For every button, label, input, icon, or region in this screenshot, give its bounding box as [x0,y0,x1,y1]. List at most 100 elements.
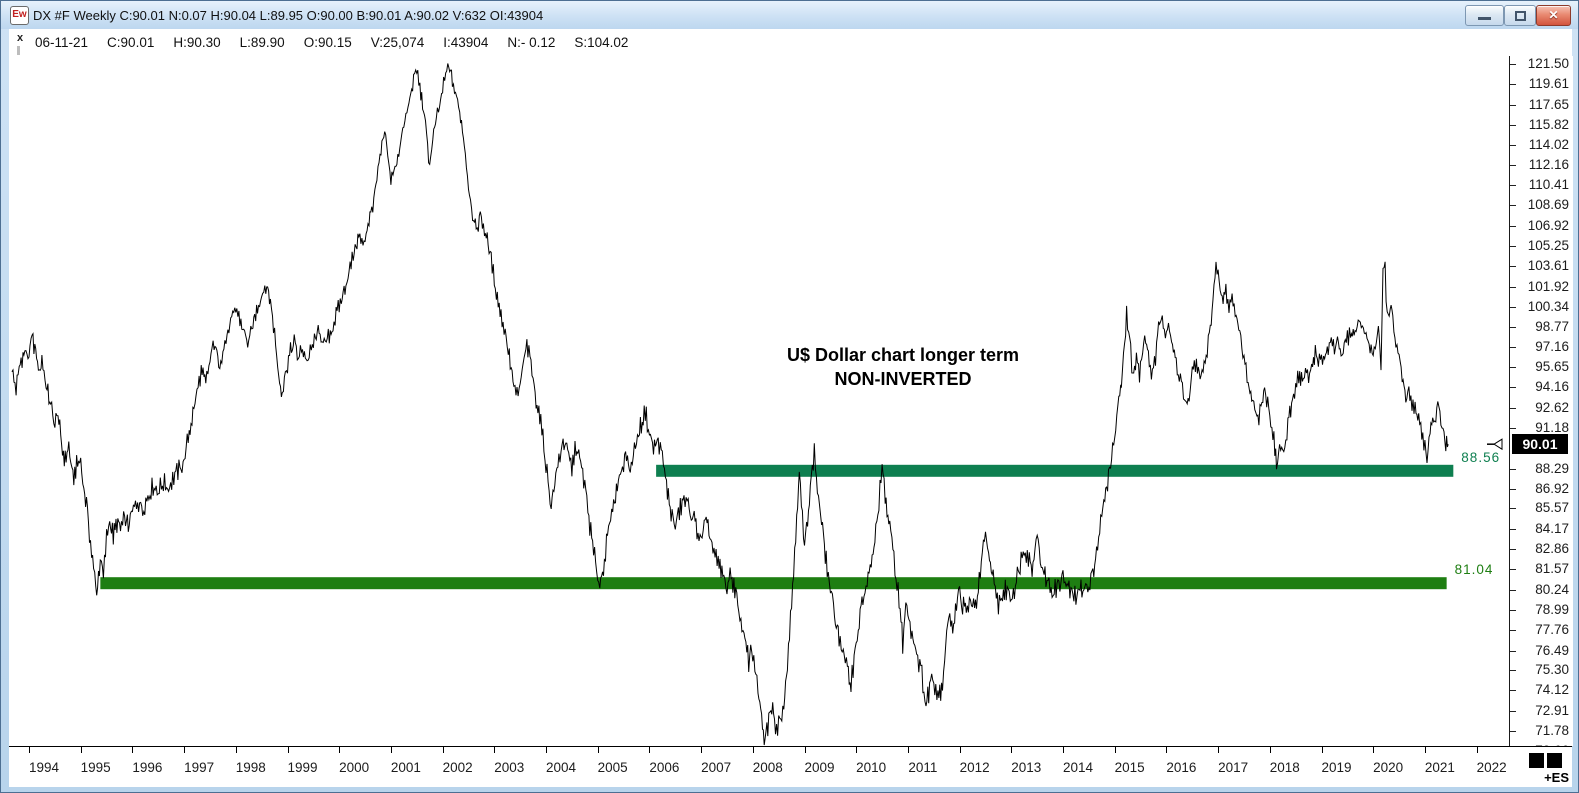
time-axis-label: 2013 [1011,760,1042,775]
price-axis-tick [1510,205,1516,207]
price-axis-label: 97.16 [1535,339,1569,355]
time-axis-label: 2009 [804,760,835,775]
time-axis-label: 1997 [184,760,215,775]
time-axis-tick [132,747,134,753]
time-axis-label: 2016 [1166,760,1197,775]
time-axis-label: 2019 [1321,760,1352,775]
corner-square-icon[interactable] [1547,753,1562,768]
price-axis-label: 119.61 [1528,75,1569,91]
price-axis-label: 112.16 [1528,157,1569,173]
time-axis-tick [1011,747,1013,753]
maximize-button[interactable] [1504,5,1536,26]
app-icon: Ew [10,6,29,25]
price-axis-label: 75.30 [1535,662,1569,678]
time-axis-tick [442,747,444,753]
time-axis[interactable]: 1994 1995 1996 1997 1998 1999 2000 2001 2002 2003… [9,746,1572,787]
price-axis-label: 108.69 [1527,197,1569,213]
data-line-field: H:90.30 [173,35,221,50]
price-axis-tick [1510,711,1516,713]
price-axis-label: 72.91 [1535,703,1569,719]
time-axis-label: 2001 [390,760,421,775]
time-axis-tick [804,747,806,753]
price-axis-label: 84.17 [1535,521,1569,537]
price-axis-label: 77.76 [1535,621,1569,637]
price-axis-tick [1510,286,1516,288]
time-axis-tick [752,747,754,753]
data-line-fields: 06-11-21 C:90.01 H:90.30 L:89.90 O:90.15 V:25… [35,35,628,50]
title-bar[interactable]: Ew DX #F Weekly C:90.01 N:0.07 H:90.04 L… [1,1,1578,29]
time-axis-tick [287,747,289,753]
price-axis-tick [1510,569,1516,570]
price-axis-tick [1510,124,1516,126]
price-axis-label: 117.65 [1528,96,1569,112]
time-axis-tick [856,747,858,753]
time-axis-label: 2011 [908,760,938,775]
price-axis-tick [1510,690,1516,692]
time-axis-tick [1424,747,1426,753]
support-line-81.04[interactable] [100,577,1447,590]
time-axis-tick [80,747,82,753]
support-line-88.56[interactable] [656,464,1454,477]
time-axis-label: 2004 [545,760,577,775]
time-axis-label: 2022 [1476,760,1507,775]
price-axis-tick [1510,549,1516,551]
price-axis-tick [1510,306,1516,308]
price-axis-tick [1510,529,1516,531]
time-axis-tick [390,747,392,753]
price-axis-tick [1510,185,1516,187]
price-axis-tick [1510,427,1516,429]
price-axis-label: 106.92 [1527,218,1569,233]
price-axis-label: 86.92 [1535,480,1569,496]
data-line-field: V:25,074 [370,35,425,50]
chart-window-content: x 06-11-21 C:90.01 H:90.30 L:89.90 O:90.15 V:… [9,29,1573,787]
corner-square-icon[interactable] [1529,753,1544,768]
price-axis-label: 121.50 [1527,56,1569,71]
price-axis-tick [1510,265,1516,267]
price-axis-label: 70.66 [1517,743,1569,746]
time-axis-tick [701,747,703,753]
time-axis-tick [1269,747,1271,753]
time-axis-label: 2012 [959,760,990,775]
price-axis-label: 98.77 [1535,318,1569,334]
time-axis-label: 1996 [132,760,163,775]
data-line-field: S:104.02 [574,35,629,50]
time-axis-tick [597,747,599,753]
time-axis-tick [546,747,547,753]
price-axis-label: 71.78 [1535,723,1569,738]
price-axis-label: 115.82 [1528,116,1569,132]
close-button[interactable]: ✕ [1536,5,1571,26]
price-axis-label: 103.61 [1527,257,1569,273]
time-axis-label: 2014 [1062,760,1094,775]
price-axis-tick [1510,326,1516,328]
price-axis-tick [1510,367,1516,369]
price-axis[interactable]: 121.50 119.61 117.65 115.82 114.02 112.16 110.… [1509,56,1573,746]
time-axis-tick [907,747,909,753]
linked-symbol-label[interactable]: +ES [1544,770,1569,785]
data-line-field: C:90.01 [107,35,155,50]
price-axis-label: 95.65 [1535,359,1569,375]
support-line-label: 88.56 [1461,450,1500,465]
price-axis-tick [1510,670,1516,672]
price-axis-label: 92.62 [1535,400,1569,415]
time-axis-tick [959,747,961,753]
time-axis-tick [1218,747,1220,753]
price-axis-tick [1510,508,1516,510]
annotation-line1: U$ Dollar chart longer term [786,345,1020,365]
time-axis-tick [29,747,30,753]
time-axis-label: 2018 [1269,760,1300,775]
close-icon: ✕ [1548,8,1559,22]
data-line-close-icon[interactable]: x [16,32,24,44]
price-axis-label: 91.18 [1535,419,1569,435]
price-axis-tick [1510,144,1516,146]
time-axis-tick [1373,747,1375,753]
time-axis-label: 1995 [80,760,111,775]
chart-plot-area[interactable]: 88.56 81.04 U$ Dollar chart longer term N… [9,56,1509,746]
time-axis-label: 1998 [235,760,266,775]
time-axis-label: 2017 [1218,760,1249,775]
time-axis-label: 2008 [752,760,783,775]
time-axis-tick [339,747,341,753]
price-axis-label: 81.57 [1535,561,1569,576]
minimize-button[interactable] [1465,5,1504,26]
price-line [11,63,1449,746]
